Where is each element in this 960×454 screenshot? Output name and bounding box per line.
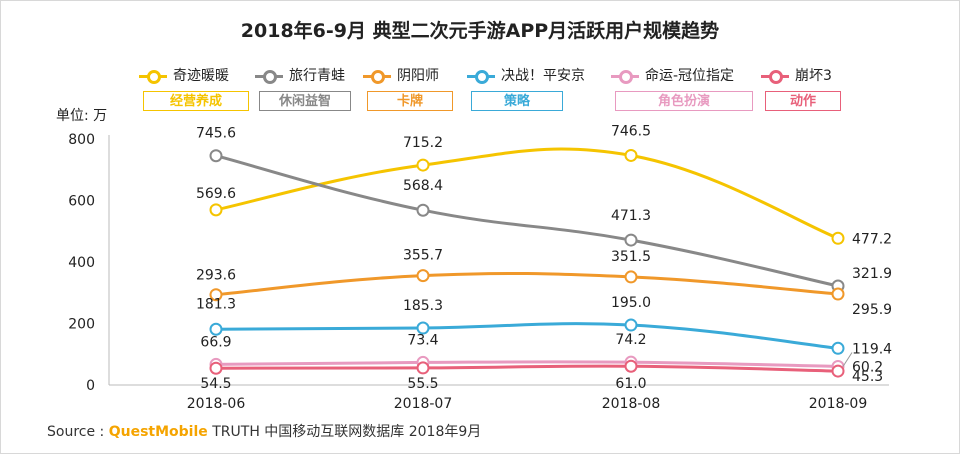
legend-label: 命运-冠位指定 — [645, 68, 735, 84]
source-brand: QuestMobile — [108, 424, 208, 440]
y-tick-label: 200 — [68, 317, 95, 333]
data-point — [831, 341, 845, 355]
series-line-0 — [214, 147, 840, 240]
data-label: 293.6 — [196, 268, 236, 284]
legend-marker-icon — [475, 70, 489, 84]
data-point — [624, 148, 638, 162]
data-point — [209, 361, 223, 375]
data-label: 746.5 — [611, 123, 651, 139]
data-label: 181.3 — [196, 296, 236, 312]
data-label: 568.4 — [403, 178, 443, 194]
legend-marker-icon — [619, 70, 633, 84]
genre-tag: 角色扮演 — [615, 91, 753, 111]
source-rest: TRUTH 中国移动互联网数据库 2018年9月 — [212, 424, 482, 440]
data-label: 119.4 — [852, 341, 892, 357]
data-label: 61.0 — [615, 376, 646, 392]
data-point — [209, 322, 223, 336]
data-point — [416, 158, 430, 172]
data-point — [416, 203, 430, 217]
chart-title: 2018年6-9月 典型二次元手游APP月活跃用户规模趋势 — [240, 20, 720, 42]
data-point — [209, 288, 223, 302]
data-point — [416, 361, 430, 375]
legend-item: 崩坏3 动作 — [761, 63, 911, 113]
data-label: 55.5 — [407, 376, 438, 392]
legend-item: 决战！平安京策略 — [467, 63, 617, 113]
data-label: 54.5 — [200, 376, 231, 392]
legend-label: 奇迹暖暖 — [173, 68, 229, 84]
legend-item: 阴阳师卡牌 — [363, 63, 513, 113]
series-line-5 — [214, 364, 840, 373]
data-point — [209, 149, 223, 163]
data-label: 74.2 — [615, 332, 646, 348]
data-point — [416, 321, 430, 335]
data-label: 477.2 — [852, 231, 892, 247]
source-note: Source : QuestMobile TRUTH 中国移动互联网数据库 20… — [47, 421, 481, 441]
data-point — [624, 233, 638, 247]
data-label: 351.5 — [611, 249, 651, 265]
data-label: 60.2 — [852, 359, 883, 375]
data-point — [624, 318, 638, 332]
legend-marker-icon — [147, 70, 161, 84]
y-tick-label: 800 — [68, 132, 95, 148]
y-tick-label: 400 — [68, 255, 95, 271]
data-label: 715.2 — [403, 135, 443, 151]
genre-tag: 休闲益智 — [259, 91, 351, 111]
data-label: 569.6 — [196, 186, 236, 202]
genre-tag: 动作 — [765, 91, 841, 111]
data-point — [624, 359, 638, 373]
data-point — [831, 287, 845, 301]
genre-tag: 策略 — [471, 91, 563, 111]
legend-label: 决战！平安京 — [501, 68, 585, 84]
legend-marker-icon — [263, 70, 277, 84]
data-point — [831, 231, 845, 245]
legend: 奇迹暖暖 经营养成 旅行青蛙 休闲益智 阴阳师 卡牌 决战！平安京 策略 命运-冠位指定 角色扮演… — [1, 63, 959, 123]
genre-tag: 经营养成 — [143, 91, 249, 111]
legend-item: 奇迹暖暖经营养成 — [139, 63, 289, 113]
legend-marker-icon — [769, 70, 783, 84]
series-line-4 — [214, 360, 840, 368]
y-tick-label: 600 — [68, 194, 95, 210]
data-point — [624, 270, 638, 284]
series-line-2 — [214, 271, 840, 297]
x-tick-label: 2018-08 — [602, 396, 661, 412]
data-label: 185.3 — [403, 298, 443, 314]
legend-label: 崩坏3 — [795, 68, 832, 84]
data-label: 195.0 — [611, 295, 651, 311]
legend-label: 旅行青蛙 — [289, 68, 345, 84]
data-label: 295.9 — [852, 302, 892, 318]
data-label: 471.3 — [611, 208, 651, 224]
leader-line — [842, 352, 853, 367]
y-tick-label: 0 — [86, 378, 95, 394]
data-label: 355.7 — [403, 248, 443, 264]
data-point — [209, 203, 223, 217]
legend-item: 旅行青蛙休闲益智 — [255, 63, 405, 113]
x-tick-label: 2018-09 — [809, 396, 868, 412]
data-label: 745.6 — [196, 126, 236, 142]
x-tick-label: 2018-06 — [187, 396, 246, 412]
genre-tag: 卡牌 — [367, 91, 453, 111]
data-point — [831, 364, 845, 378]
data-point — [416, 269, 430, 283]
data-label: 45.3 — [852, 369, 883, 385]
x-tick-label: 2018-07 — [394, 396, 453, 412]
data-label: 66.9 — [200, 334, 231, 350]
y-axis-unit-label: 单位: 万 — [56, 108, 108, 124]
series-line-1 — [214, 154, 840, 288]
legend-marker-icon — [371, 70, 385, 84]
series-line-3 — [214, 322, 840, 350]
legend-label: 阴阳师 — [397, 68, 439, 84]
source-prefix: Source : — [47, 424, 105, 440]
legend-item: 命运-冠位指定角色扮演 — [611, 63, 761, 113]
data-label: 73.4 — [407, 332, 438, 348]
data-label: 321.9 — [852, 266, 892, 282]
